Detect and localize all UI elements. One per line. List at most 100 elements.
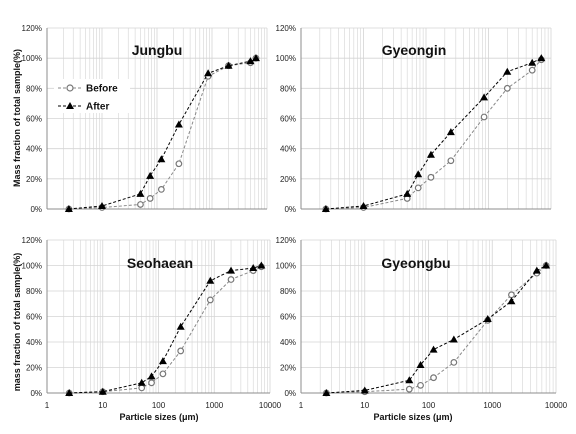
y-tick-label: 80% (26, 287, 42, 296)
panel-seohaean: 0% 20% 40% 60% 80% 100% 120% 1 10 100 1000 10000 Seo… (22, 236, 282, 410)
data-point-after (64, 205, 73, 212)
y-tick-label: 120% (22, 236, 42, 245)
x-tick-label: 10 (360, 401, 369, 410)
data-point-before (508, 291, 515, 299)
series-line-after-gyeongbu (326, 265, 547, 394)
data-point-before (417, 381, 424, 389)
data-point-after (136, 189, 145, 197)
data-point-before (177, 347, 185, 355)
panel-jungbu: 0% 20% 40% 60% 80% 100% 120% Jungbu (22, 24, 268, 214)
data-point-after (227, 266, 236, 274)
panels-layer: 0%20%40%60%80%100%120%Jungbu0%20%40%60%8… (22, 24, 568, 410)
data-point-after (204, 69, 213, 77)
y-tick-label: 20% (280, 175, 296, 184)
data-point-before (480, 113, 488, 121)
series-line-before-gyeongin (325, 59, 542, 210)
data-point-after (98, 201, 106, 209)
data-point-after (147, 372, 156, 380)
y-tick-label: 120% (22, 24, 42, 33)
data-point-before (138, 384, 146, 392)
data-point-before (157, 185, 165, 193)
data-point-after (507, 297, 516, 305)
series-line-after-gyeongin (325, 57, 542, 210)
data-point-after (414, 170, 423, 178)
x-tick-label: 10000 (545, 401, 568, 410)
y-tick-label: 60% (26, 313, 42, 322)
legend: Before After (54, 79, 130, 113)
y-tick-label: 60% (280, 313, 296, 322)
y-tick-label: 80% (280, 84, 296, 93)
data-point-before (137, 201, 144, 208)
y-tick-label: 40% (26, 145, 42, 154)
x-tick-label: 10000 (259, 401, 282, 410)
data-point-before (405, 385, 413, 393)
data-point-after (206, 276, 215, 284)
data-point-after (321, 205, 330, 212)
data-point-after (416, 360, 425, 368)
y-tick-label: 0% (30, 389, 42, 398)
legend-after-marker (66, 102, 74, 109)
y-tick-label: 100% (22, 54, 42, 63)
x-axis-label-left: Particle sizes (μm) (119, 412, 198, 422)
legend-before-marker (66, 84, 74, 92)
panel-gyeongbu: 0% 20% 40% 60% 80% 100% 120% 1 10 100 1000 10000 Gye… (276, 236, 568, 410)
y-tick-label: 120% (276, 24, 296, 33)
data-point-after (174, 120, 183, 128)
y-axis-label-bottom: mass fraction of total sample(%) (12, 253, 22, 392)
data-point-after (157, 155, 166, 163)
data-point-before (227, 276, 235, 283)
data-point-after (176, 322, 185, 330)
y-tick-label: 20% (26, 175, 42, 184)
data-point-before (146, 195, 154, 202)
data-point-after (429, 345, 438, 353)
data-point-after (360, 386, 369, 394)
data-point-after (446, 128, 455, 136)
data-point-after (532, 266, 541, 274)
series-line-after-seohaean (69, 265, 262, 394)
data-point-before (430, 374, 437, 382)
data-point-after (65, 389, 74, 396)
x-tick-label: 1 (45, 401, 50, 410)
y-tick-label: 60% (26, 115, 42, 124)
data-point-after (224, 61, 233, 69)
y-tick-label: 100% (276, 54, 296, 63)
y-tick-label: 100% (276, 262, 296, 271)
data-point-before (206, 296, 214, 304)
data-point-after (158, 357, 167, 365)
data-point-before (175, 160, 183, 168)
y-tick-label: 0% (284, 205, 296, 214)
series-line-before-seohaean (69, 266, 262, 394)
x-tick-label: 1 (299, 401, 304, 410)
panel-title-gyeongin: Gyeongin (382, 42, 447, 58)
data-point-after (528, 58, 537, 66)
series-line-before-jungbu (68, 57, 257, 210)
data-point-before (427, 173, 435, 181)
data-point-before (414, 184, 422, 192)
legend-after-label: After (86, 102, 109, 113)
panel-title-gyeongbu: Gyeongbu (381, 255, 450, 271)
legend-before-label: Before (86, 84, 118, 95)
data-point-after (249, 264, 258, 272)
y-tick-label: 20% (280, 364, 296, 373)
data-point-after (146, 171, 155, 179)
data-point-before (528, 66, 536, 74)
x-tick-label: 10 (98, 401, 107, 410)
panel-title-jungbu: Jungbu (132, 42, 183, 58)
data-point-after (98, 387, 107, 395)
data-point-after (246, 57, 255, 65)
data-point-after (537, 54, 546, 62)
data-point-after (257, 261, 266, 269)
data-point-after (542, 261, 551, 269)
data-point-after (251, 54, 260, 62)
x-tick-label: 100 (152, 401, 166, 410)
data-point-after (426, 150, 435, 158)
y-tick-label: 0% (284, 389, 296, 398)
y-axis-label-top: Mass fraction of total sample(%) (12, 49, 22, 187)
data-point-before (450, 359, 458, 366)
data-point-before (159, 370, 167, 378)
data-point-after (483, 315, 492, 323)
data-point-after (503, 67, 512, 75)
x-axis-label-right: Particle sizes (μm) (373, 412, 452, 422)
x-tick-label: 1000 (205, 401, 223, 410)
data-point-after (359, 201, 368, 209)
